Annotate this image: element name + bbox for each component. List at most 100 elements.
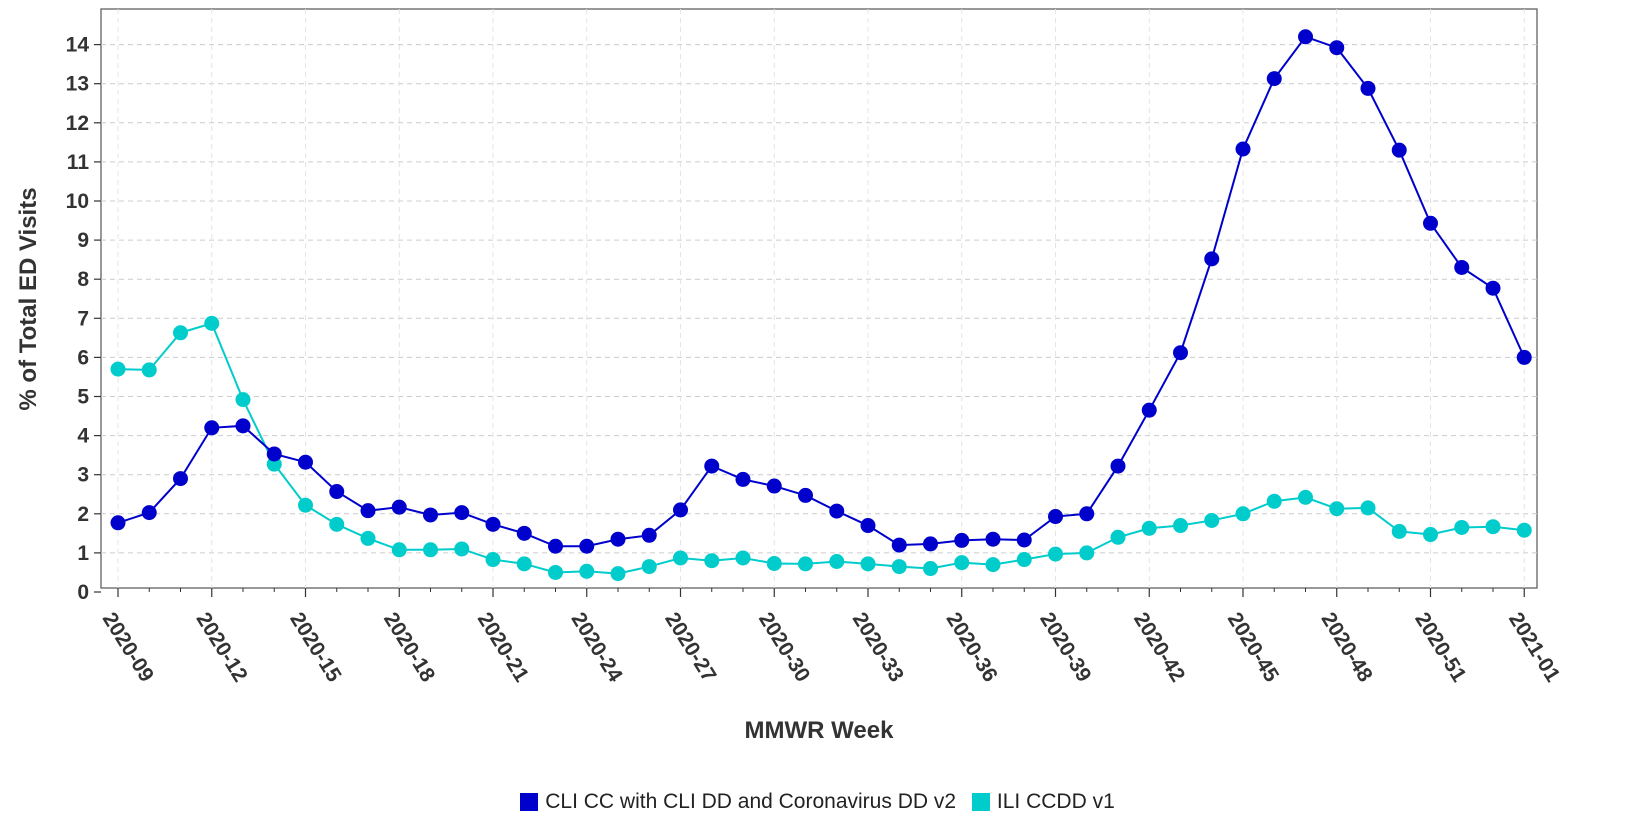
data-point[interactable]	[141, 362, 157, 378]
data-point[interactable]	[1454, 519, 1470, 535]
data-point[interactable]	[204, 420, 220, 436]
data-point[interactable]	[1298, 29, 1313, 45]
x-tick-label: 2020-33	[848, 608, 908, 686]
data-point[interactable]	[1235, 141, 1251, 157]
data-point[interactable]	[1391, 523, 1407, 539]
y-tick-label: 6	[77, 346, 89, 369]
data-point[interactable]	[673, 550, 688, 566]
data-point[interactable]	[891, 537, 907, 553]
data-point[interactable]	[516, 556, 532, 572]
data-point[interactable]	[735, 550, 751, 566]
data-point[interactable]	[1204, 512, 1220, 528]
data-point[interactable]	[391, 499, 407, 515]
data-point[interactable]	[1016, 532, 1032, 548]
data-point[interactable]	[1360, 80, 1376, 96]
data-point[interactable]	[235, 392, 251, 408]
data-point[interactable]	[548, 564, 563, 580]
data-point[interactable]	[860, 518, 876, 534]
data-point[interactable]	[579, 538, 595, 554]
data-point[interactable]	[1110, 458, 1126, 474]
x-axis-title: MMWR Week	[745, 717, 895, 744]
data-point[interactable]	[423, 507, 438, 523]
data-point[interactable]	[1235, 506, 1251, 522]
data-point[interactable]	[1204, 251, 1220, 267]
data-point[interactable]	[579, 563, 595, 579]
data-point[interactable]	[1391, 142, 1407, 158]
data-point[interactable]	[141, 505, 157, 521]
data-point[interactable]	[298, 454, 313, 470]
data-point[interactable]	[985, 557, 1001, 573]
data-point[interactable]	[423, 542, 438, 558]
data-point[interactable]	[1423, 215, 1438, 231]
data-point[interactable]	[1516, 349, 1532, 365]
data-point[interactable]	[1173, 345, 1188, 361]
data-point[interactable]	[235, 418, 251, 434]
data-point[interactable]	[1360, 500, 1376, 516]
data-point[interactable]	[329, 516, 345, 532]
data-point[interactable]	[1454, 259, 1470, 275]
data-point[interactable]	[798, 487, 813, 503]
data-point[interactable]	[829, 554, 845, 570]
y-tick-label: 2	[77, 503, 89, 526]
data-point[interactable]	[923, 561, 938, 577]
data-point[interactable]	[1141, 402, 1157, 418]
data-point[interactable]	[173, 471, 188, 487]
data-point[interactable]	[704, 553, 720, 569]
data-point[interactable]	[1079, 545, 1095, 561]
data-point[interactable]	[923, 536, 938, 552]
data-point[interactable]	[110, 361, 126, 377]
data-point[interactable]	[704, 458, 720, 474]
data-point[interactable]	[360, 530, 376, 546]
data-point[interactable]	[1423, 527, 1438, 543]
data-point[interactable]	[1329, 40, 1345, 56]
data-point[interactable]	[954, 532, 970, 548]
data-point[interactable]	[735, 471, 751, 487]
data-point[interactable]	[1298, 489, 1313, 505]
data-point[interactable]	[610, 566, 626, 582]
data-point[interactable]	[1485, 519, 1501, 535]
data-point[interactable]	[985, 531, 1001, 547]
data-point[interactable]	[1016, 552, 1032, 568]
y-tick-label: 10	[66, 190, 89, 213]
data-point[interactable]	[454, 541, 470, 557]
data-point[interactable]	[1266, 71, 1282, 87]
x-tick-label: 2020-12	[192, 608, 252, 686]
data-point[interactable]	[1110, 529, 1126, 545]
data-point[interactable]	[329, 484, 345, 500]
data-point[interactable]	[173, 325, 188, 341]
data-point[interactable]	[1048, 546, 1063, 562]
data-point[interactable]	[1485, 280, 1501, 296]
data-point[interactable]	[110, 515, 126, 531]
data-point[interactable]	[266, 446, 282, 462]
data-point[interactable]	[798, 556, 813, 572]
data-point[interactable]	[485, 552, 501, 568]
data-point[interactable]	[610, 531, 626, 547]
data-point[interactable]	[954, 555, 970, 571]
data-point[interactable]	[891, 559, 907, 575]
data-point[interactable]	[1079, 506, 1095, 522]
data-point[interactable]	[766, 478, 782, 494]
data-point[interactable]	[298, 497, 313, 513]
data-point[interactable]	[641, 559, 657, 575]
data-point[interactable]	[1266, 493, 1282, 509]
legend-item-cli[interactable]: CLI CC with CLI DD and Coronavirus DD v2	[520, 790, 956, 814]
data-point[interactable]	[1141, 520, 1157, 536]
data-point[interactable]	[1329, 501, 1345, 517]
data-point[interactable]	[454, 505, 470, 521]
data-point[interactable]	[391, 542, 407, 558]
data-point[interactable]	[1516, 522, 1532, 538]
data-point[interactable]	[485, 516, 501, 532]
data-point[interactable]	[1048, 509, 1063, 525]
data-point[interactable]	[360, 503, 376, 519]
data-point[interactable]	[860, 556, 876, 572]
data-point[interactable]	[829, 503, 845, 519]
data-point[interactable]	[204, 315, 220, 331]
data-point[interactable]	[673, 502, 688, 518]
data-point[interactable]	[641, 527, 657, 543]
legend-item-ili[interactable]: ILI CCDD v1	[971, 790, 1115, 814]
data-point[interactable]	[1173, 518, 1188, 534]
data-point[interactable]	[548, 538, 563, 554]
data-point[interactable]	[766, 555, 782, 571]
data-point[interactable]	[516, 525, 532, 541]
